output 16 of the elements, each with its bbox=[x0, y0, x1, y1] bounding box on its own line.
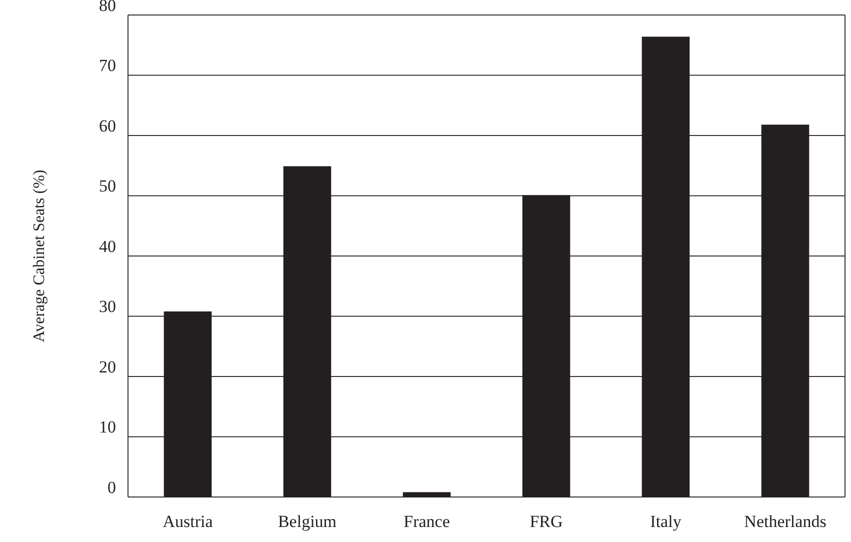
x-tick-label: Italy bbox=[650, 512, 682, 531]
x-tick-label: France bbox=[404, 512, 450, 531]
y-tick-label: 50 bbox=[99, 176, 116, 196]
y-tick-label: 0 bbox=[108, 478, 116, 497]
x-tick-label: FRG bbox=[530, 512, 563, 531]
y-axis-title: Average Cabinet Seats (%) bbox=[31, 170, 48, 342]
y-tick-label: 40 bbox=[99, 236, 116, 256]
x-tick-label: Netherlands bbox=[744, 512, 826, 531]
y-tick-label: 30 bbox=[99, 297, 116, 316]
x-tick-label: Belgium bbox=[278, 512, 337, 531]
y-tick-label: 80 bbox=[99, 0, 116, 15]
y-tick-label: 10 bbox=[99, 418, 116, 437]
y-tick-label: 20 bbox=[99, 357, 116, 376]
x-tick-label: Austria bbox=[162, 512, 214, 531]
y-tick-label: 70 bbox=[99, 56, 116, 76]
y-tick-label: 60 bbox=[99, 116, 116, 136]
